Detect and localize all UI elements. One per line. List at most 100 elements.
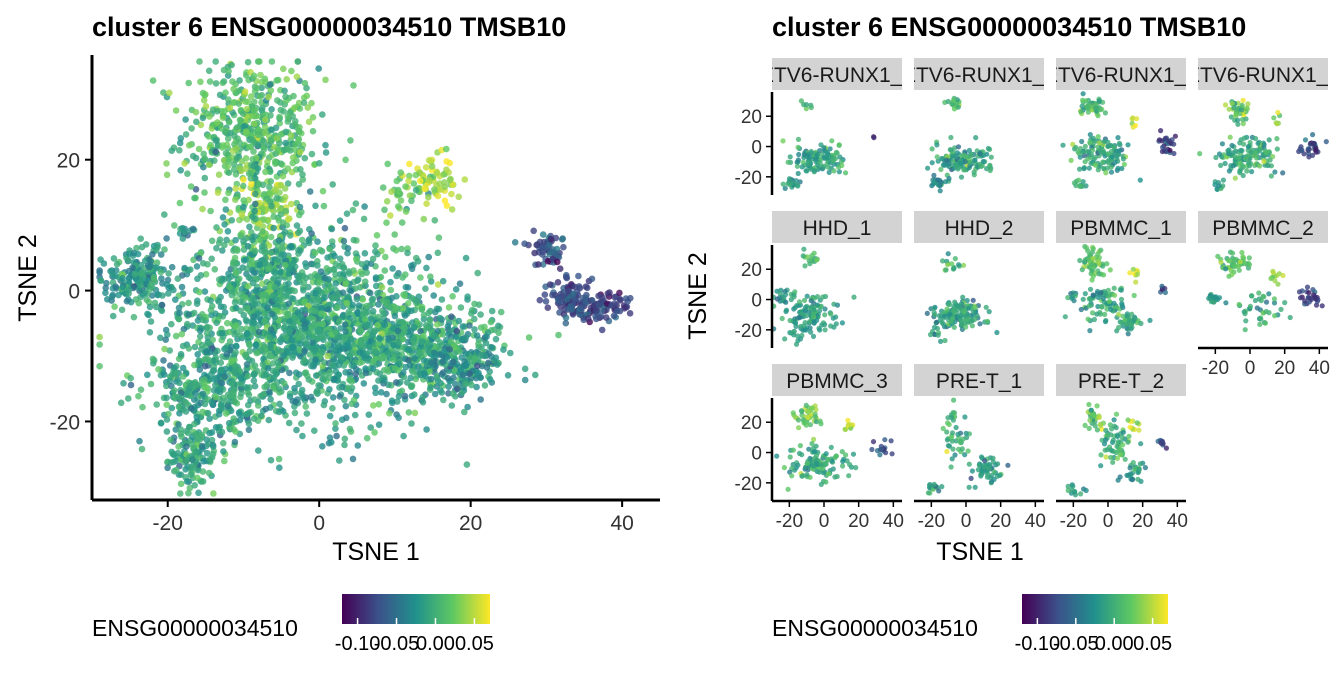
facet-scatter-point: [959, 175, 964, 180]
left-scatter-point: [179, 284, 186, 291]
left-scatter-point: [265, 266, 272, 273]
left-scatter-point: [475, 341, 482, 348]
left-scatter-point: [213, 137, 220, 144]
left-scatter-point: [199, 206, 206, 213]
facet-scatter-point: [1313, 145, 1318, 150]
facet-scatter-point: [809, 149, 814, 154]
facet-scatter-point: [944, 158, 949, 163]
left-scatter-point: [335, 334, 342, 341]
left-scatter-point: [333, 280, 340, 287]
left-scatter-point: [437, 315, 444, 322]
left-scatter-point: [252, 201, 259, 208]
facet-scatter-point: [1107, 157, 1112, 162]
left-scatter-point: [119, 284, 126, 291]
facet-scatter-point: [812, 307, 817, 312]
left-scatter-point: [262, 255, 269, 262]
facet-scatter-point: [1105, 140, 1110, 145]
facet-scatter-point: [1080, 98, 1085, 103]
left-scatter-point: [272, 158, 279, 165]
left-scatter-point: [286, 370, 293, 377]
left-scatter-point: [384, 161, 391, 168]
left-scatter-point: [197, 333, 204, 340]
facet-scatter-point: [957, 304, 962, 309]
left-scatter-point: [147, 282, 154, 289]
facet-scatter-point: [967, 160, 972, 165]
facet-scatter-point: [836, 165, 841, 170]
facet-scatter-point: [987, 309, 992, 314]
left-scatter-point: [578, 305, 585, 312]
left-scatter-point: [400, 319, 407, 326]
left-scatter-point: [426, 177, 433, 184]
left-scatter-point: [249, 156, 256, 163]
left-scatter-point: [312, 290, 319, 297]
left-scatter-point: [493, 354, 500, 361]
left-scatter-point: [265, 142, 272, 149]
left-scatter-point: [280, 66, 287, 73]
left-scatter-point: [213, 80, 220, 87]
left-scatter-point: [381, 377, 388, 384]
left-scatter-point: [495, 323, 502, 330]
left-scatter-point: [251, 302, 258, 309]
left-scatter-point: [107, 268, 114, 275]
left-scatter-point: [344, 293, 351, 300]
left-scatter-points: [96, 58, 633, 497]
left-scatter-point: [118, 400, 125, 407]
facet-scatter-point: [988, 168, 993, 173]
facet-scatter-point: [960, 295, 965, 300]
left-scatter-point: [232, 349, 239, 356]
left-scatter-point: [428, 376, 435, 383]
left-scatter-point: [361, 380, 368, 387]
left-scatter-point: [194, 475, 201, 482]
left-scatter-point: [482, 353, 489, 360]
facet-scatter-point: [950, 316, 955, 321]
left-scatter-point: [177, 490, 184, 497]
left-scatter-point: [272, 296, 279, 303]
left-scatter-point: [421, 216, 428, 223]
facet-scatter-point: [1087, 166, 1092, 171]
left-scatter-point: [311, 427, 318, 434]
facet-scatter-point: [829, 138, 834, 143]
left-scatter-point: [440, 397, 447, 404]
left-scatter-point: [200, 164, 207, 171]
facet-scatter-point: [1122, 162, 1127, 167]
left-scatter-point: [408, 383, 415, 390]
left-scatter-point: [237, 417, 244, 424]
facet-scatter-point: [956, 104, 961, 109]
left-scatter-point: [218, 366, 225, 373]
left-scatter-point: [173, 467, 180, 474]
left-scatter-point: [423, 200, 430, 207]
left-scatter-point: [323, 149, 330, 156]
left-scatter-point: [421, 185, 428, 192]
left-scatter-point: [196, 255, 203, 262]
left-scatter-point: [256, 58, 263, 65]
left-scatter-point: [428, 359, 435, 366]
left-scatter-point: [191, 362, 198, 369]
left-scatter-point: [183, 443, 190, 450]
left-scatter-point: [450, 375, 457, 382]
left-scatter-point: [341, 334, 348, 341]
facet-scatter-point: [1096, 167, 1101, 172]
left-scatter-point: [251, 371, 258, 378]
left-scatter-point: [441, 179, 448, 186]
facet-scatter-point: [805, 294, 810, 299]
left-scatter-point: [555, 279, 562, 286]
facet-scatter-point: [1079, 139, 1084, 144]
facet-scatter-point: [837, 142, 842, 147]
facet-scatter-point: [1086, 110, 1091, 115]
facet-scatter-point: [942, 163, 947, 168]
facet-scatter-point: [800, 164, 805, 169]
left-scatter-point: [398, 197, 405, 204]
facet-scatter-point: [1085, 156, 1090, 161]
left-scatter-point: [459, 390, 466, 397]
left-scatter-point: [392, 365, 399, 372]
left-scatter-point: [369, 316, 376, 323]
left-scatter-point: [303, 263, 310, 270]
left-scatter-point: [281, 380, 288, 387]
facet-scatter-point: [1231, 105, 1236, 110]
left-scatter-point: [361, 216, 368, 223]
left-scatter-point: [346, 270, 353, 277]
facet-scatter-point: [1115, 135, 1120, 140]
left-scatter-point: [364, 435, 371, 442]
left-scatter-point: [200, 151, 207, 158]
left-scatter-point: [349, 302, 356, 309]
